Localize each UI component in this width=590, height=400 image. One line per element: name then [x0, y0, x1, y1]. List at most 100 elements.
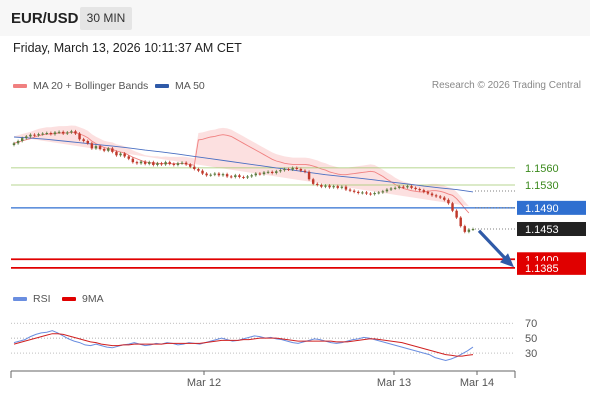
candle-body	[340, 186, 344, 188]
candles	[12, 129, 475, 234]
level-label-1.1490: 1.1490	[525, 203, 559, 215]
candle-body	[20, 138, 24, 141]
candle-body	[398, 186, 401, 188]
legend-bollinger-label: MA 20 + Bollinger Bands	[33, 80, 149, 92]
legend-ma50: MA 50	[155, 80, 205, 92]
candle-body	[451, 203, 454, 211]
candle-body	[53, 132, 57, 135]
candle-body	[459, 217, 462, 227]
candle-body	[176, 163, 180, 165]
candle-body	[443, 197, 446, 200]
candle-body	[377, 192, 380, 194]
candle-body	[332, 186, 335, 188]
candle-body	[25, 136, 28, 139]
candle-body	[295, 167, 299, 169]
bollinger-bands	[13, 125, 470, 214]
candle-body	[414, 187, 417, 189]
candle-body	[234, 175, 237, 177]
candle-body	[205, 173, 208, 176]
candle-body	[275, 171, 278, 173]
candle-body	[180, 162, 184, 164]
candle-body	[291, 167, 294, 170]
candle-body	[385, 189, 389, 192]
candle-body	[33, 134, 36, 136]
candle-body	[221, 174, 225, 176]
candle-body	[266, 171, 270, 173]
candle-body	[463, 226, 467, 232]
candle-body	[16, 141, 20, 144]
timeframe-button[interactable]: 30 MIN	[80, 7, 132, 30]
candle-body	[250, 175, 253, 177]
candle-body	[201, 170, 204, 174]
legend-bollinger: MA 20 + Bollinger Bands	[13, 80, 148, 92]
candle-body	[467, 229, 471, 232]
candle-body	[70, 131, 73, 133]
candle-body	[455, 210, 458, 218]
candle-body	[381, 191, 385, 193]
candle-body	[348, 189, 352, 191]
candle-body	[131, 158, 135, 163]
candle-body	[344, 186, 348, 190]
candle-body	[102, 149, 106, 151]
candle-body	[135, 162, 139, 164]
candle-body	[279, 170, 282, 172]
candle-body	[426, 191, 430, 194]
candle-body	[307, 171, 311, 180]
candle-body	[152, 162, 155, 165]
candle-body	[262, 172, 266, 175]
x-tick-label: Mar 13	[377, 377, 411, 389]
projection-arrow-shaft	[477, 229, 509, 262]
candle-body	[373, 193, 376, 195]
projection	[477, 229, 514, 268]
candle-body	[86, 141, 89, 144]
projection-arrow-head	[500, 253, 514, 268]
candle-body	[123, 153, 126, 157]
candle-body	[213, 173, 217, 175]
rsi-ma-line	[13, 333, 474, 357]
candle-body	[418, 189, 421, 191]
candle-body	[74, 131, 77, 134]
candle-body	[164, 162, 167, 165]
candle-body	[430, 193, 434, 196]
level-label-1.1560: 1.1560	[525, 163, 559, 175]
candle-body	[283, 169, 286, 171]
candle-body	[434, 195, 438, 197]
candle-body	[82, 139, 85, 141]
candle-body	[61, 131, 65, 134]
candle-body	[229, 176, 233, 178]
candle-body	[471, 229, 475, 230]
candle-body	[238, 175, 241, 177]
key-levels	[11, 167, 515, 269]
x-axis: Mar 12 Mar 13 Mar 14	[10, 370, 516, 389]
level-label-1.1530: 1.1530	[525, 180, 559, 192]
candle-body	[393, 187, 397, 189]
candle-body	[324, 185, 327, 187]
candle-body	[270, 171, 274, 173]
rsi-tick-50: 50	[525, 333, 537, 345]
candle-body	[352, 190, 356, 192]
candle-body	[12, 143, 16, 145]
moving-averages	[13, 136, 474, 193]
candle-body	[168, 162, 171, 164]
level-tag-1.1490	[517, 200, 586, 215]
candle-body	[156, 163, 159, 165]
candle-body	[225, 174, 229, 177]
candle-body	[422, 190, 426, 192]
legend-rsi-ma-label: 9MA	[82, 293, 104, 305]
candle-body	[148, 162, 151, 164]
candle-body	[320, 185, 323, 187]
candle-body	[361, 192, 364, 194]
candle-body	[311, 179, 315, 184]
candle-body	[188, 164, 192, 167]
candle-body	[193, 166, 196, 169]
rsi-line	[13, 330, 474, 362]
candle-body	[98, 146, 102, 149]
candle-body	[438, 196, 442, 198]
candle-body	[254, 173, 258, 176]
candle-body	[336, 186, 339, 188]
candle-body	[389, 188, 393, 190]
candle-body	[217, 173, 221, 176]
rsi-swatch-icon	[13, 297, 27, 302]
candle-body	[258, 173, 262, 175]
